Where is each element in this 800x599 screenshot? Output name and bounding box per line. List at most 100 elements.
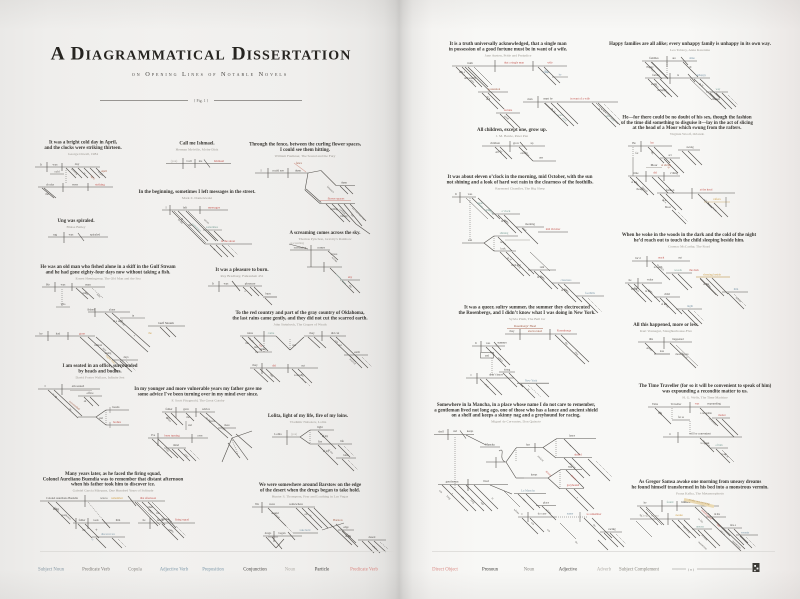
- svg-text:of him: of him: [715, 444, 723, 447]
- svg-text:long: long: [446, 495, 452, 501]
- svg-text:the: the: [564, 341, 569, 346]
- svg-text:All: All: [646, 347, 650, 350]
- svg-text:will be convenient: will be convenient: [689, 432, 711, 436]
- svg-text:happened: happened: [672, 337, 684, 341]
- svg-text:sultry: sultry: [497, 356, 504, 363]
- svg-text:over: over: [197, 434, 202, 438]
- svg-text:years: years: [65, 515, 71, 521]
- svg-text:somewhere: somewhere: [289, 502, 304, 506]
- svg-text:s’thing: s’thing: [670, 172, 678, 175]
- svg-text:want: want: [557, 114, 562, 117]
- svg-text:unhappy: unhappy: [696, 73, 707, 77]
- svg-text:rug: rug: [53, 233, 58, 237]
- svg-text:up: up: [531, 142, 534, 145]
- svg-text:clocks: clocks: [46, 183, 55, 187]
- svg-text:matter: matter: [718, 413, 725, 417]
- svg-text:a: a: [133, 334, 137, 338]
- svg-text:To the: To the: [248, 337, 256, 344]
- svg-text:David Foster Wallace, Infinite: David Foster Wallace, Infinite Jest: [76, 375, 125, 380]
- svg-text:Predicate Verb: Predicate Verb: [350, 568, 378, 573]
- svg-text:years: years: [209, 420, 215, 423]
- svg-text:in a: in a: [522, 498, 528, 503]
- svg-text:We were somewhere around Barst: We were somewhere around Barstow on the …: [259, 483, 362, 488]
- svg-text:A Diagrammatical Dissertation: A Diagrammatical Dissertation: [51, 44, 352, 65]
- svg-text:it: it: [669, 433, 671, 436]
- svg-text:Moor: Moor: [665, 206, 671, 209]
- svg-text:wife: wife: [610, 117, 616, 123]
- svg-text:All: All: [495, 151, 499, 154]
- svg-text:though: though: [641, 186, 649, 194]
- svg-text:when his father took him to di: when his father took him to discover ice…: [71, 483, 155, 488]
- svg-text:advice: advice: [202, 407, 211, 411]
- svg-text:didn’t know: didn’t know: [489, 373, 504, 377]
- svg-text:came: came: [268, 331, 275, 335]
- svg-text:in the: in the: [537, 276, 544, 279]
- svg-text:eleven: eleven: [487, 208, 495, 215]
- svg-text:into a: into a: [730, 524, 737, 527]
- svg-text:He: He: [46, 283, 50, 287]
- svg-text:It is a truth universally ackn: It is a truth universally acknowledged, …: [449, 42, 566, 47]
- svg-text:skinny: skinny: [545, 470, 553, 477]
- svg-text:keeps: keeps: [531, 474, 537, 477]
- svg-text:on: on: [308, 514, 312, 518]
- svg-text:Traveller: Traveller: [671, 402, 682, 406]
- svg-text:morning: morning: [682, 525, 691, 534]
- svg-text:the: the: [245, 342, 249, 345]
- svg-text:a: a: [576, 496, 580, 500]
- svg-text:Gregor Samsa: Gregor Samsa: [641, 514, 659, 518]
- svg-text:mid October: mid October: [546, 227, 561, 231]
- svg-text:in possession of a good fortun: in possession of a good fortune must be …: [449, 47, 567, 52]
- svg-text:mid: mid: [522, 227, 528, 232]
- svg-text:last: last: [254, 346, 258, 349]
- svg-text:one: one: [676, 524, 681, 529]
- svg-text:to: to: [91, 538, 95, 542]
- svg-text:around: around: [273, 512, 281, 520]
- svg-text:had: had: [56, 332, 61, 336]
- svg-text:him: him: [116, 518, 121, 522]
- svg-text:nag: nag: [568, 466, 573, 469]
- svg-text:morning: morning: [525, 222, 535, 226]
- svg-text:were: were: [72, 183, 79, 187]
- svg-text:bright: bright: [97, 170, 104, 177]
- svg-text:firing squad: firing squad: [175, 518, 190, 522]
- svg-text:about: about: [477, 202, 483, 205]
- svg-text:All: All: [648, 347, 653, 352]
- svg-text:The: The: [658, 411, 664, 417]
- svg-text:an: an: [84, 400, 87, 403]
- svg-text:was to: was to: [100, 496, 108, 500]
- svg-text:Leo Tolstoy, Anna Karenina: Leo Tolstoy, Anna Karenina: [670, 48, 710, 53]
- svg-text:for: for: [592, 523, 596, 527]
- svg-text:Mark Z. Danielewski: Mark Z. Danielewski: [182, 196, 212, 200]
- svg-text:I could see them hitting.: I could see them hitting.: [280, 148, 330, 153]
- svg-text:was expounding a recondite mat: was expounding a recondite matter to us.: [662, 389, 748, 394]
- svg-text:man: man: [85, 283, 91, 287]
- svg-text:The: The: [658, 412, 663, 415]
- svg-text:of my: of my: [319, 432, 326, 439]
- svg-text:long: long: [470, 499, 476, 505]
- svg-text:H. G. Wells, The Time Machine: H. G. Wells, The Time Machine: [682, 395, 728, 400]
- svg-text:its own: its own: [712, 98, 720, 101]
- svg-text:Conjunction: Conjunction: [243, 568, 267, 573]
- svg-text:It was a queer, sultry summer,: It was a queer, sultry summer, the summe…: [464, 306, 590, 311]
- svg-text:not: not: [438, 489, 443, 494]
- svg-text:hard: hard: [516, 264, 522, 270]
- svg-text:discover ice: discover ice: [101, 532, 116, 536]
- svg-text:the dark: the dark: [689, 268, 699, 272]
- svg-text:remember: remember: [111, 496, 123, 500]
- svg-text:about: about: [477, 203, 484, 209]
- svg-text:New York: New York: [525, 379, 538, 383]
- svg-text:of a: of a: [486, 98, 491, 101]
- svg-text:of the: of the: [705, 282, 712, 289]
- svg-text:to speak: to speak: [702, 440, 711, 449]
- svg-text:light: light: [317, 425, 323, 429]
- svg-text:Call: Call: [186, 159, 191, 163]
- svg-text:act: act: [668, 154, 671, 157]
- svg-text:not: not: [502, 241, 507, 246]
- svg-text:he: he: [143, 518, 146, 522]
- svg-text:every: every: [651, 83, 658, 86]
- svg-text:see: see: [350, 213, 355, 218]
- svg-text:I: I: [165, 206, 166, 210]
- svg-text:of a: of a: [598, 108, 603, 111]
- svg-text:Many: Many: [53, 506, 60, 513]
- svg-text:to us: to us: [721, 453, 726, 456]
